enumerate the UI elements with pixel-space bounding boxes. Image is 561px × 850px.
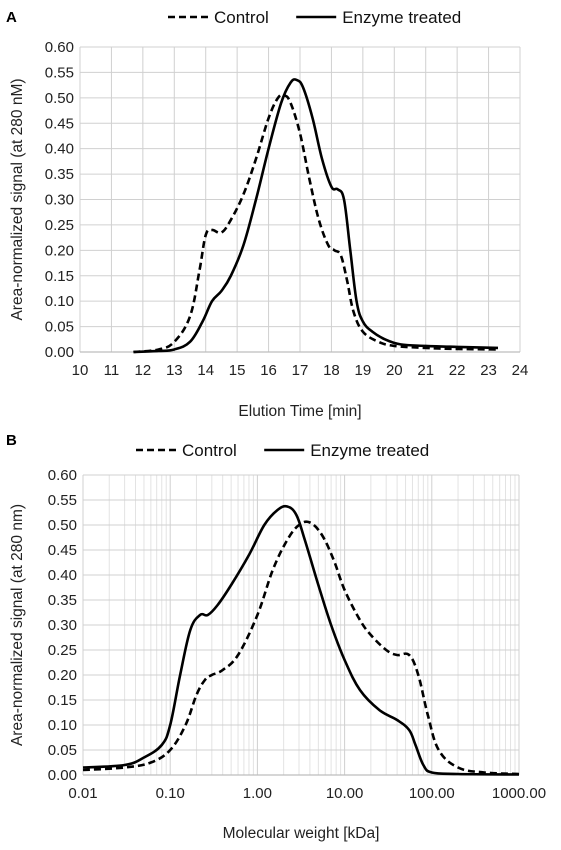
y-tick-label: 0.10	[45, 293, 74, 310]
x-tick-label: 11	[104, 362, 120, 379]
x-tick-label: 18	[323, 362, 340, 379]
legend-label: Control	[214, 8, 269, 27]
chart-b: B 0.00 0.05 0.10 0.15 0.20 0.25 0.30 0.35 0.40 0.4…	[6, 432, 546, 842]
y-tick-label: 0.20	[48, 667, 77, 684]
x-tick-label: 17	[292, 362, 309, 379]
x-tick-label: 1000.00	[492, 785, 546, 802]
y-tick-label: 0.30	[48, 617, 77, 634]
chart-a: A 0.00 0.05 0.10 0.15 0.20 0.25 0.30 0.35 0.40 0.4…	[6, 8, 528, 420]
y-tick-label: 0.50	[45, 90, 74, 107]
legend-label: Enzyme treated	[310, 441, 429, 460]
y-tick-label: 0.45	[45, 115, 74, 132]
y-tick-label: 0.35	[48, 592, 77, 609]
legend: Control Enzyme treated	[168, 8, 461, 27]
x-tick-label: 13	[166, 362, 183, 379]
y-tick-label: 0.45	[48, 542, 77, 559]
y-tick-label: 0.15	[48, 692, 77, 709]
y-tick-label: 0.40	[45, 141, 74, 158]
y-tick-label: 0.10	[48, 717, 77, 734]
y-tick-label: 0.05	[48, 742, 77, 759]
panel-label: A	[6, 9, 17, 26]
x-axis-title: Molecular weight [kDa]	[223, 825, 380, 842]
enzyme-treated-line	[133, 78, 499, 354]
x-tick-label: 10.00	[326, 785, 364, 802]
panel-label: B	[6, 432, 17, 449]
control-line	[133, 93, 499, 354]
y-tick-label: 0.50	[48, 517, 77, 534]
x-tick-label: 16	[260, 362, 277, 379]
y-tick-label: 0.05	[45, 319, 74, 336]
x-axis-title: Elution Time [min]	[238, 403, 361, 420]
y-tick-label: 0.55	[45, 64, 74, 81]
x-tick-label: 0.01	[68, 785, 97, 802]
y-axis-title: Area-normalized signal (at 280 nm)	[9, 504, 26, 746]
x-tick-label: 15	[229, 362, 246, 379]
y-tick-label: 0.60	[45, 39, 74, 56]
legend: Control Enzyme treated	[136, 441, 429, 460]
y-tick-label: 0.00	[48, 767, 77, 784]
x-tick-label: 19	[355, 362, 372, 379]
y-tick-label: 0.40	[48, 567, 77, 584]
y-tick-label: 0.30	[45, 192, 74, 209]
y-tick-label: 0.25	[45, 217, 74, 234]
x-tick-label: 20	[386, 362, 403, 379]
y-tick-label: 0.60	[48, 467, 77, 484]
y-tick-label: 0.00	[45, 344, 74, 361]
x-tick-label: 100.00	[409, 785, 455, 802]
x-tick-label: 1.00	[243, 785, 272, 802]
x-tick-label: 23	[480, 362, 497, 379]
x-tick-label: 14	[197, 362, 214, 379]
y-tick-label: 0.55	[48, 492, 77, 509]
x-tick-label: 24	[512, 362, 529, 379]
x-tick-label: 22	[449, 362, 466, 379]
x-tick-label: 21	[417, 362, 434, 379]
y-axis-title: Area-normalized signal (at 280 nM)	[9, 78, 26, 320]
y-tick-label: 0.20	[45, 242, 74, 259]
enzyme-treated-line	[82, 504, 520, 776]
y-tick-label: 0.15	[45, 268, 74, 285]
grid	[79, 46, 521, 353]
y-tick-label: 0.25	[48, 642, 77, 659]
control-line	[82, 520, 520, 776]
grid	[82, 474, 520, 776]
legend-label: Enzyme treated	[342, 8, 461, 27]
y-tick-label: 0.35	[45, 166, 74, 183]
x-tick-label: 10	[72, 362, 89, 379]
legend-label: Control	[182, 441, 237, 460]
x-tick-label: 0.10	[156, 785, 185, 802]
x-tick-label: 12	[135, 362, 152, 379]
